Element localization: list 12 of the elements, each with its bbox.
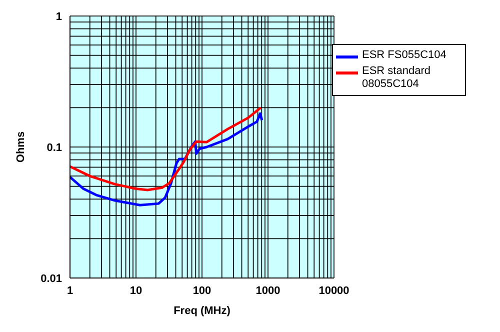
legend-label: ESR standard 08055C104 — [362, 65, 432, 91]
y-tick-label: 1 — [56, 10, 62, 23]
x-axis-title: Freq (MHz) — [174, 305, 231, 317]
y-axis-title: Ohms — [14, 131, 27, 163]
x-tick-label: 1 — [66, 284, 74, 297]
legend-label: ESR FS055C104 — [362, 49, 446, 62]
y-tick-label: 0.1 — [46, 142, 62, 154]
y-tick-label: 0.01 — [40, 272, 62, 285]
x-tick-label: 1000 — [256, 284, 280, 297]
x-tick-label: 10 — [130, 284, 142, 297]
x-tick-label: 100 — [192, 284, 212, 297]
x-tick-label: 10000 — [318, 284, 350, 297]
